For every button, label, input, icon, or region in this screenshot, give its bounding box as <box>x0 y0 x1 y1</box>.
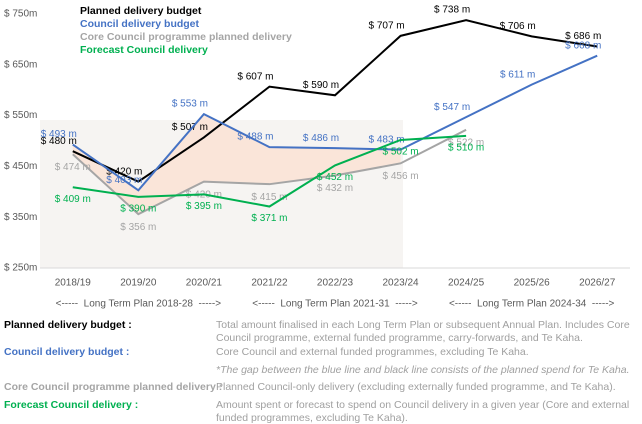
value-label: $ 668 m <box>565 40 601 51</box>
value-label: $ 738 m <box>434 5 470 16</box>
series-line <box>72 19 598 183</box>
legend-entry: Forecast Council delivery <box>80 44 208 56</box>
period-label: <----- Long Term Plan 2018-28 -----> <box>56 299 222 310</box>
def-text: Total amount finalised in each Long Term… <box>216 319 630 344</box>
value-label: $ 486 m <box>303 133 339 144</box>
value-label: $ 553 m <box>172 99 208 110</box>
value-label: $ 493 m <box>41 129 77 140</box>
series-line <box>72 134 467 208</box>
series-line <box>72 54 598 192</box>
value-label: $ 480 m <box>41 136 77 147</box>
value-label: $ 483 m <box>368 134 404 145</box>
y-tick-label: $ 450m <box>4 161 37 172</box>
note: *The gap between the blue line and black… <box>216 364 630 376</box>
value-label: $ 420 m <box>106 166 142 177</box>
legend-entry: Core Council programme planned delivery <box>80 31 292 43</box>
x-tick-label: 2021/22 <box>251 278 288 289</box>
value-label: $ 452 m <box>317 172 353 183</box>
value-label: $ 403 m <box>106 175 142 186</box>
value-label: $ 390 m <box>120 204 156 215</box>
value-label: $ 707 m <box>368 20 404 31</box>
series-line <box>72 128 467 216</box>
value-label: $ 474 m <box>55 162 91 173</box>
def-text: Planned Council-only delivery (excluding… <box>216 381 616 393</box>
value-label: $ 706 m <box>500 21 536 32</box>
x-tick-label: 2020/21 <box>186 278 223 289</box>
value-label: $ 611 m <box>500 69 535 80</box>
y-tick-label: $ 350m <box>4 212 37 223</box>
value-label: $ 686 m <box>565 31 601 42</box>
def-term: Planned delivery budget : <box>4 319 132 331</box>
def-term: Core Council programme planned delivery … <box>4 381 223 393</box>
legend-entry: Planned delivery budget <box>80 5 202 17</box>
value-label: $ 522 m <box>448 137 484 148</box>
def-term: Council delivery budget : <box>4 346 130 358</box>
value-label: $ 488 m <box>237 132 273 143</box>
value-label: $ 415 m <box>251 192 287 203</box>
def-term: Forecast Council delivery : <box>4 399 139 411</box>
value-label: $ 507 m <box>172 122 208 133</box>
x-tick-label: 2019/20 <box>120 278 157 289</box>
y-tick-label: $ 750m <box>4 9 37 20</box>
x-tick-label: 2025/26 <box>514 278 551 289</box>
value-label: $ 607 m <box>237 71 273 82</box>
chart: $ 250m $ 350m $ 450m $ 550m $ 650m $ 750m 2018… <box>4 5 630 310</box>
value-label: $ 547 m <box>434 102 470 113</box>
period-label: <----- Long Term Plan 2021-31 -----> <box>252 299 418 310</box>
value-label: $ 371 m <box>251 213 287 224</box>
y-tick-label: $ 650m <box>4 59 37 70</box>
y-tick-label: $ 550m <box>4 110 37 121</box>
def-text: Core Council and external funded program… <box>216 346 529 358</box>
value-label: $ 590 m <box>303 80 339 91</box>
def-text: Amount spent or forecast to spend on Cou… <box>216 399 630 424</box>
x-tick-label: 2024/25 <box>448 278 485 289</box>
legend-entry: Council delivery budget <box>80 18 200 30</box>
x-tick-label: 2023/24 <box>382 278 419 289</box>
y-tick-label: $ 250m <box>4 263 37 274</box>
value-label: $ 395 m <box>186 201 222 212</box>
x-tick-label: 2022/23 <box>317 278 354 289</box>
value-label: $ 356 m <box>120 222 156 233</box>
value-label: $ 502 m <box>382 147 418 158</box>
value-label: $ 510 m <box>448 143 484 154</box>
x-tick-label: 2026/27 <box>579 278 616 289</box>
x-tick-label: 2018/19 <box>55 278 92 289</box>
value-label: $ 432 m <box>317 183 353 194</box>
value-label: $ 456 m <box>382 171 418 182</box>
period-label: <----- Long Term Plan 2024-34 -----> <box>449 299 615 310</box>
gap-area <box>72 114 401 215</box>
value-label: $ 409 m <box>55 194 91 205</box>
